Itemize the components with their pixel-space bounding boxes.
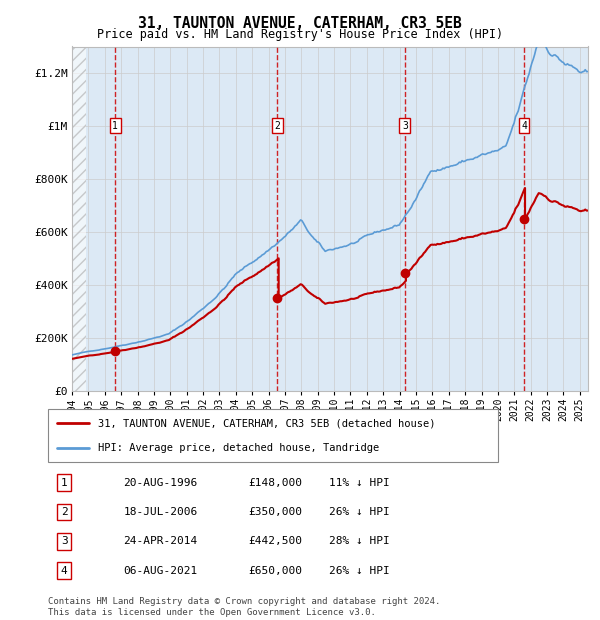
Text: 2: 2 <box>274 121 280 131</box>
Text: 4: 4 <box>521 121 527 131</box>
Text: 3: 3 <box>402 121 408 131</box>
Text: HPI: Average price, detached house, Tandridge: HPI: Average price, detached house, Tand… <box>97 443 379 453</box>
Text: 26% ↓ HPI: 26% ↓ HPI <box>329 565 389 576</box>
FancyBboxPatch shape <box>48 409 498 462</box>
Text: 18-JUL-2006: 18-JUL-2006 <box>124 507 198 517</box>
Text: £442,500: £442,500 <box>248 536 302 546</box>
Text: 2: 2 <box>61 507 68 517</box>
Text: 4: 4 <box>61 565 68 576</box>
Bar <box>72 46 86 391</box>
Text: 06-AUG-2021: 06-AUG-2021 <box>124 565 198 576</box>
Text: £350,000: £350,000 <box>248 507 302 517</box>
Text: 24-APR-2014: 24-APR-2014 <box>124 536 198 546</box>
Text: 20-AUG-1996: 20-AUG-1996 <box>124 478 198 488</box>
Text: Contains HM Land Registry data © Crown copyright and database right 2024.
This d: Contains HM Land Registry data © Crown c… <box>48 598 440 617</box>
Text: 31, TAUNTON AVENUE, CATERHAM, CR3 5EB: 31, TAUNTON AVENUE, CATERHAM, CR3 5EB <box>138 16 462 30</box>
Text: 11% ↓ HPI: 11% ↓ HPI <box>329 478 389 488</box>
Text: Price paid vs. HM Land Registry's House Price Index (HPI): Price paid vs. HM Land Registry's House … <box>97 28 503 41</box>
Text: 1: 1 <box>61 478 68 488</box>
Text: 1: 1 <box>112 121 118 131</box>
Text: 31, TAUNTON AVENUE, CATERHAM, CR3 5EB (detached house): 31, TAUNTON AVENUE, CATERHAM, CR3 5EB (d… <box>97 418 435 428</box>
Text: 3: 3 <box>61 536 68 546</box>
Text: 28% ↓ HPI: 28% ↓ HPI <box>329 536 389 546</box>
Text: 26% ↓ HPI: 26% ↓ HPI <box>329 507 389 517</box>
Text: £148,000: £148,000 <box>248 478 302 488</box>
Text: £650,000: £650,000 <box>248 565 302 576</box>
